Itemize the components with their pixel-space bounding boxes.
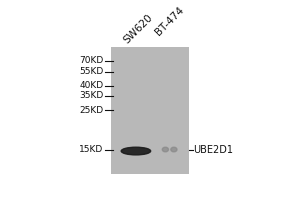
Text: UBE2D1: UBE2D1	[193, 145, 233, 155]
Text: 25KD: 25KD	[79, 106, 104, 115]
Text: 15KD: 15KD	[79, 145, 104, 154]
Ellipse shape	[121, 147, 151, 155]
Ellipse shape	[171, 147, 177, 152]
Ellipse shape	[162, 147, 169, 152]
Text: 35KD: 35KD	[79, 91, 104, 100]
Text: BT-474: BT-474	[153, 5, 185, 38]
Text: SW620: SW620	[122, 13, 155, 46]
Bar	[111, 47, 189, 174]
Text: 70KD: 70KD	[79, 56, 104, 65]
Text: 55KD: 55KD	[79, 67, 104, 76]
Text: 40KD: 40KD	[79, 81, 104, 90]
